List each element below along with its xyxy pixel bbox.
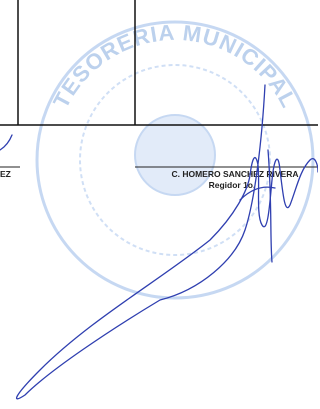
stamp-emblem [135, 115, 215, 195]
signature-name: EZ [0, 169, 11, 179]
page: TESORERIA MUNICIPAL EZ C. HOMERO SANCHEZ… [0, 0, 318, 409]
document: TESORERIA MUNICIPAL EZ C. HOMERO SANCHEZ… [0, 0, 318, 409]
signature-stroke [0, 135, 12, 150]
